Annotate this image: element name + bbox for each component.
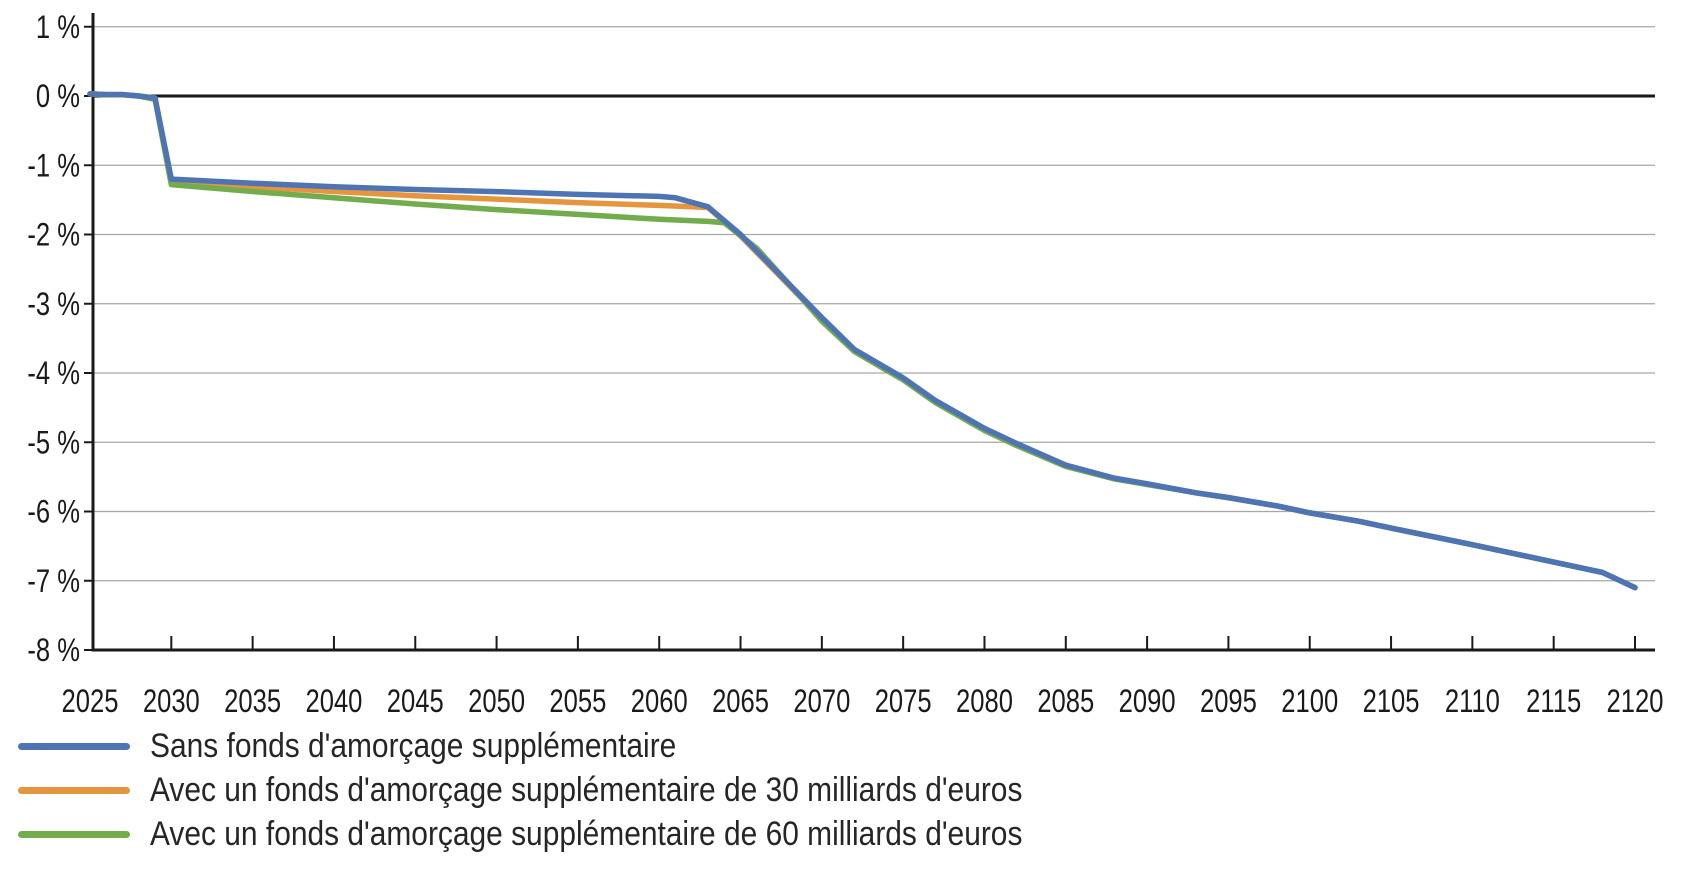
y-tick-label-1: 1 %: [36, 10, 80, 45]
x-tick-label-2075: 2075: [875, 684, 932, 715]
x-tick-label-2065: 2065: [712, 684, 769, 715]
x-tick-label-2030: 2030: [143, 684, 200, 715]
x-tick-label-2095: 2095: [1200, 684, 1257, 715]
x-tick-label-2070: 2070: [793, 684, 850, 715]
x-tick-label-2085: 2085: [1037, 684, 1094, 715]
x-tick-label-2025: 2025: [62, 684, 119, 715]
legend-swatch-fonds-60: [18, 830, 130, 838]
x-tick-label-2080: 2080: [956, 684, 1013, 715]
x-tick-label-2090: 2090: [1119, 684, 1176, 715]
x-tick-label-2050: 2050: [468, 684, 525, 715]
legend-label-sans-fonds: Sans fonds d'amorçage supplémentaire: [150, 726, 677, 765]
series-line-sans-fonds: [87, 91, 1638, 591]
legend-item-fonds-60: Avec un fonds d'amorçage supplémentaire …: [18, 812, 1318, 856]
x-tick-label-2060: 2060: [631, 684, 688, 715]
x-tick-label-2105: 2105: [1363, 684, 1420, 715]
x-tick-label-2115: 2115: [1526, 684, 1581, 715]
x-tick-label-2100: 2100: [1281, 684, 1338, 715]
y-tick-label--3: -3 %: [27, 287, 80, 322]
legend-swatch-fonds-30: [18, 786, 130, 794]
legend-label-fonds-30: Avec un fonds d'amorçage supplémentaire …: [150, 770, 1023, 809]
y-tick-label-0: 0 %: [36, 79, 80, 114]
x-tick-label-2120: 2120: [1607, 684, 1664, 715]
y-tick-label--8: -8 %: [27, 633, 80, 668]
line-chart: 1 % 0 % -1 % -2 % -3 % -4 % -5 % -6 % -7 % -8 % 20…: [27, 10, 1664, 715]
legend: Sans fonds d'amorçage supplémentaire Ave…: [18, 724, 1318, 856]
y-tick-label--2: -2 %: [27, 218, 80, 253]
y-tick-label--4: -4 %: [27, 356, 80, 391]
y-tick-label--5: -5 %: [27, 426, 80, 461]
x-tick-label-2110: 2110: [1445, 684, 1500, 715]
series-line-fonds-30: [87, 91, 1638, 591]
x-tick-label-2055: 2055: [549, 684, 606, 715]
legend-label-fonds-60: Avec un fonds d'amorçage supplémentaire …: [150, 814, 1023, 853]
series-line-fonds-60: [87, 91, 1638, 591]
y-tick-label--6: -6 %: [27, 495, 80, 530]
x-tick-label-2035: 2035: [224, 684, 281, 715]
x-tick-label-2045: 2045: [387, 684, 444, 715]
x-tick-label-2040: 2040: [305, 684, 362, 715]
y-tick-label--1: -1 %: [27, 149, 80, 184]
legend-item-sans-fonds: Sans fonds d'amorçage supplémentaire: [18, 724, 1318, 768]
line-chart-svg: 1 % 0 % -1 % -2 % -3 % -4 % -5 % -6 % -7 % -8 % 20…: [27, 10, 1664, 715]
legend-swatch-sans-fonds: [18, 742, 130, 750]
legend-item-fonds-30: Avec un fonds d'amorçage supplémentaire …: [18, 768, 1318, 812]
y-tick-label--7: -7 %: [27, 564, 80, 599]
